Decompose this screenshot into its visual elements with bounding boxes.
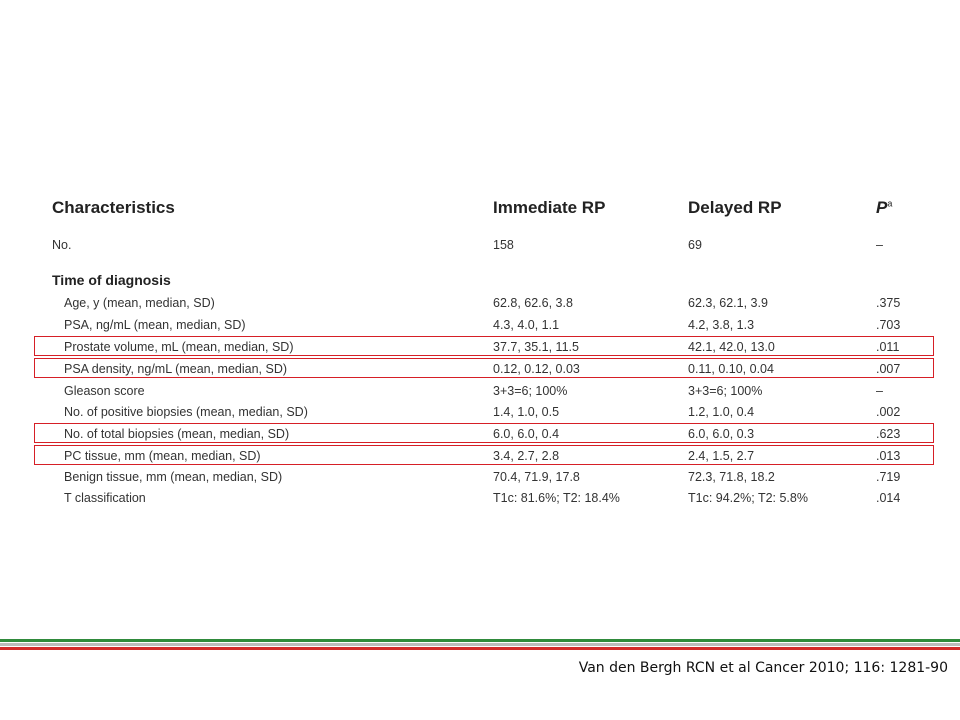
immediate-rp-value: 4.3, 4.0, 1.1: [493, 318, 560, 332]
immediate-rp-value: 3.4, 2.7, 2.8: [493, 449, 560, 463]
table-row: No. of total biopsies (mean, median, SD)…: [0, 424, 960, 444]
p-value: .002: [876, 405, 901, 419]
row-label: Gleason score: [64, 384, 145, 398]
delayed-rp-value: 4.2, 3.8, 1.3: [688, 318, 755, 332]
table-row: PC tissue, mm (mean, median, SD) 3.4, 2.7…: [0, 446, 960, 466]
delayed-rp-value: 1.2, 1.0, 0.4: [688, 405, 755, 419]
table-row: No. of positive biopsies (mean, median, …: [0, 402, 960, 422]
table-row: No. 158 69 –: [0, 235, 960, 255]
row-label: Prostate volume, mL (mean, median, SD): [64, 340, 294, 354]
header-characteristics: Characteristics: [52, 198, 175, 217]
p-value: –: [876, 238, 883, 252]
delayed-rp-value: 42.1, 42.0, 13.0: [688, 340, 775, 354]
immediate-rp-value: 158: [493, 238, 514, 252]
delayed-rp-value: 62.3, 62.1, 3.9: [688, 296, 768, 310]
p-value: .375: [876, 296, 901, 310]
p-value: .011: [876, 340, 900, 354]
table-row: Age, y (mean, median, SD) 62.8, 62.6, 3.8…: [0, 293, 960, 313]
p-value: .013: [876, 449, 901, 463]
table-row: Prostate volume, mL (mean, median, SD) 37…: [0, 337, 960, 357]
highlight-box: [34, 445, 934, 465]
highlight-box: [34, 423, 934, 443]
delayed-rp-value: 2.4, 1.5, 2.7: [688, 449, 755, 463]
delayed-rp-value: 69: [688, 238, 702, 252]
immediate-rp-value: T1c: 81.6%; T2: 18.4%: [493, 491, 620, 505]
table-row: Time of diagnosis: [0, 270, 960, 290]
delayed-rp-value: 72.3, 71.8, 18.2: [688, 470, 775, 484]
row-label: T classification: [64, 491, 146, 505]
immediate-rp-value: 1.4, 1.0, 0.5: [493, 405, 560, 419]
row-label: PC tissue, mm (mean, median, SD): [64, 449, 261, 463]
p-value: –: [876, 384, 883, 398]
row-label: No.: [52, 238, 72, 252]
table-row: PSA, ng/mL (mean, median, SD) 4.3, 4.0, 1…: [0, 315, 960, 335]
footer-rule: [0, 639, 960, 653]
citation: Van den Bergh RCN et al Cancer 2010; 116…: [578, 660, 948, 676]
row-label: Benign tissue, mm (mean, median, SD): [64, 470, 283, 484]
delayed-rp-value: 6.0, 6.0, 0.3: [688, 427, 755, 441]
header-delayed-rp: Delayed RP: [688, 198, 782, 217]
row-label: PSA density, ng/mL (mean, median, SD): [64, 362, 288, 376]
row-label: Time of diagnosis: [52, 272, 171, 288]
footer-rule-green: [0, 639, 960, 642]
immediate-rp-value: 6.0, 6.0, 0.4: [493, 427, 560, 441]
p-value: .623: [876, 427, 901, 441]
footer-rule-gray: [0, 643, 960, 646]
highlight-box: [34, 358, 934, 378]
table-row: PSA density, ng/mL (mean, median, SD) 0.1…: [0, 359, 960, 379]
table-row: T classification T1c: 81.6%; T2: 18.4% T1c…: [0, 488, 960, 508]
table-row: Benign tissue, mm (mean, median, SD) 70.4…: [0, 467, 960, 487]
row-label: No. of total biopsies (mean, median, SD): [64, 427, 290, 441]
delayed-rp-value: 0.11, 0.10, 0.04: [688, 362, 774, 376]
row-label: PSA, ng/mL (mean, median, SD): [64, 318, 246, 332]
immediate-rp-value: 37.7, 35.1, 11.5: [493, 340, 579, 354]
immediate-rp-value: 0.12, 0.12, 0.03: [493, 362, 580, 376]
header-p-letter: P: [876, 198, 888, 217]
table-row: Gleason score 3+3=6; 100% 3+3=6; 100% –: [0, 381, 960, 401]
highlight-box: [34, 336, 934, 356]
immediate-rp-value: 62.8, 62.6, 3.8: [493, 296, 573, 310]
header-p-superscript: a: [887, 198, 893, 209]
immediate-rp-value: 70.4, 71.9, 17.8: [493, 470, 580, 484]
row-label: Age, y (mean, median, SD): [64, 296, 215, 310]
p-value: .703: [876, 318, 901, 332]
delayed-rp-value: T1c: 94.2%; T2: 5.8%: [688, 491, 808, 505]
header-immediate-rp: Immediate RP: [493, 198, 606, 217]
immediate-rp-value: 3+3=6; 100%: [493, 384, 568, 398]
delayed-rp-value: 3+3=6; 100%: [688, 384, 763, 398]
footer-rule-red: [0, 647, 960, 650]
row-label: No. of positive biopsies (mean, median, …: [64, 405, 308, 419]
p-value: .007: [876, 362, 901, 376]
header-p-value: Pa: [876, 198, 892, 222]
p-value: .719: [876, 470, 901, 484]
p-value: .014: [876, 491, 901, 505]
